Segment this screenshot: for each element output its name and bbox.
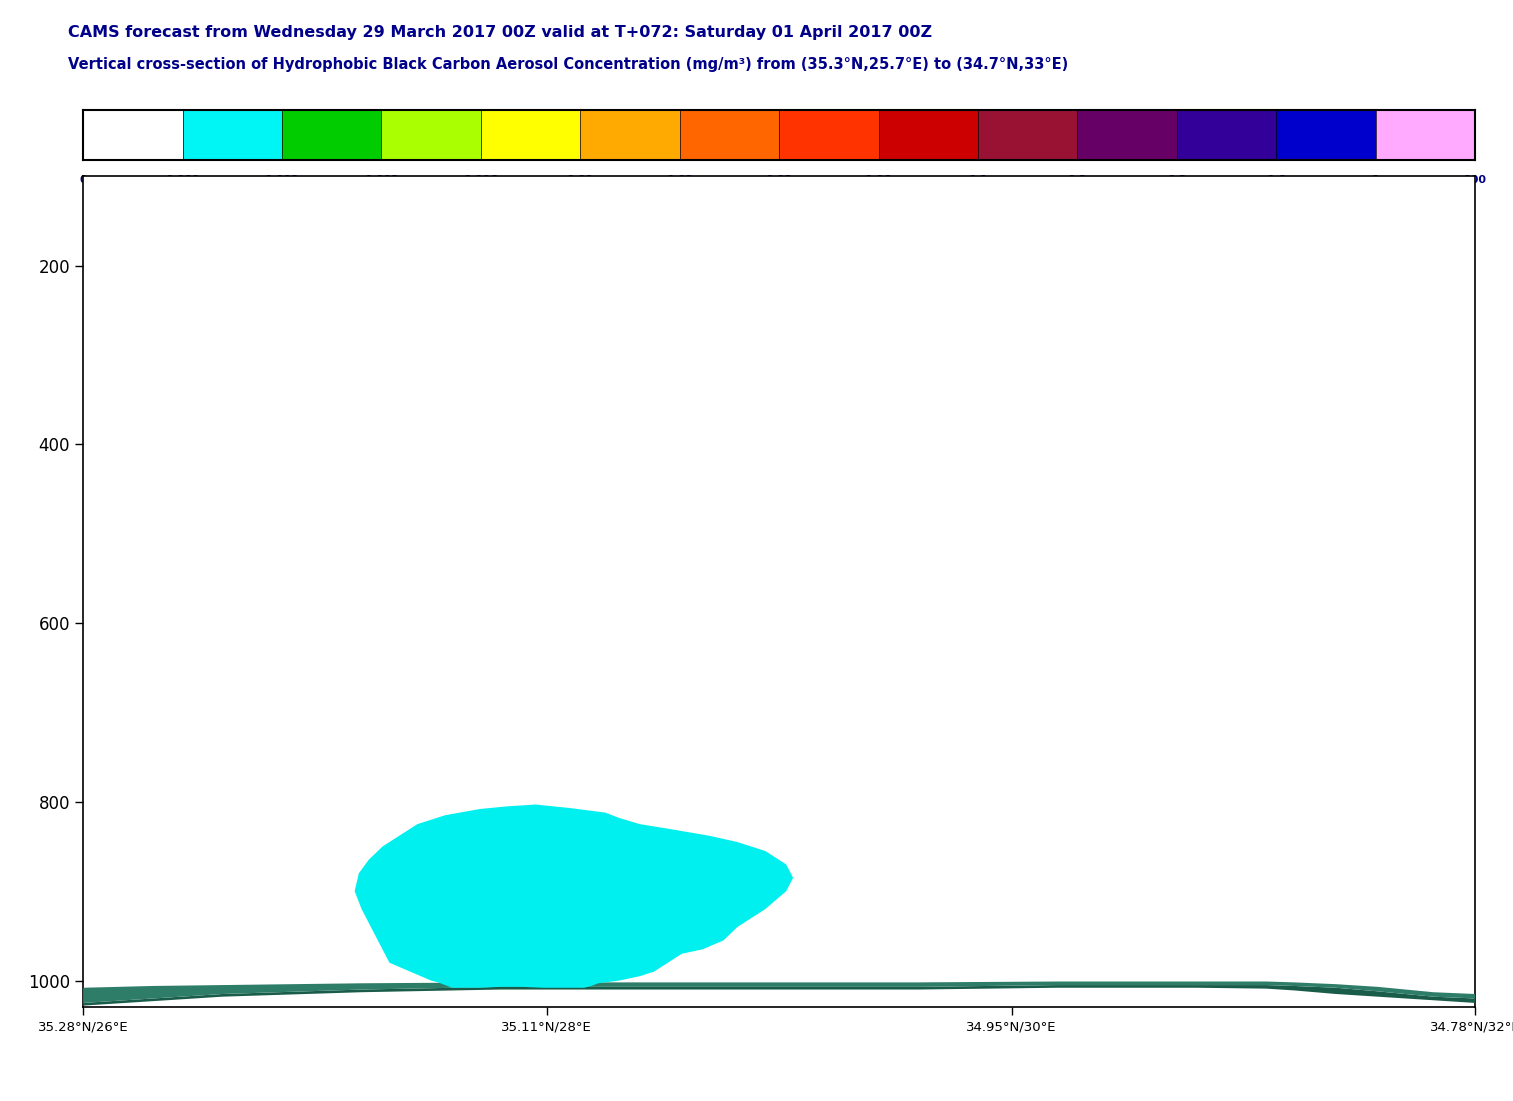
Text: 1: 1 [1372,174,1380,185]
Bar [1375,110,1475,160]
Polygon shape [83,985,1475,1005]
Bar [581,110,679,160]
Text: 0.3: 0.3 [1167,174,1186,185]
Bar [1277,110,1375,160]
Bar [679,110,779,160]
Text: 0.6: 0.6 [1266,174,1286,185]
Text: 0.1: 0.1 [968,174,988,185]
Text: 100: 100 [1463,174,1487,185]
Bar [183,110,281,160]
Text: 0.002: 0.002 [265,174,300,185]
Bar [879,110,977,160]
Bar [481,110,581,160]
Text: 0.2: 0.2 [1068,174,1088,185]
Text: 0.06: 0.06 [865,174,893,185]
Bar [977,110,1077,160]
Bar [281,110,381,160]
Text: Vertical cross-section of Hydrophobic Black Carbon Aerosol Concentration (mg/m³): Vertical cross-section of Hydrophobic Bl… [68,57,1068,73]
Bar [381,110,481,160]
Bar [83,110,183,160]
Text: 0.001: 0.001 [165,174,200,185]
Polygon shape [83,981,1475,1003]
Text: 0.02: 0.02 [666,174,693,185]
Text: 0: 0 [79,174,88,185]
Text: 0.03: 0.03 [766,174,793,185]
Bar [779,110,879,160]
Polygon shape [354,805,793,988]
Text: 0.006: 0.006 [463,174,498,185]
Bar [1077,110,1177,160]
Bar [1177,110,1277,160]
Text: 0.01: 0.01 [567,174,595,185]
Text: 0.003: 0.003 [365,174,399,185]
Text: CAMS forecast from Wednesday 29 March 2017 00Z valid at T+072: Saturday 01 April: CAMS forecast from Wednesday 29 March 20… [68,25,932,41]
